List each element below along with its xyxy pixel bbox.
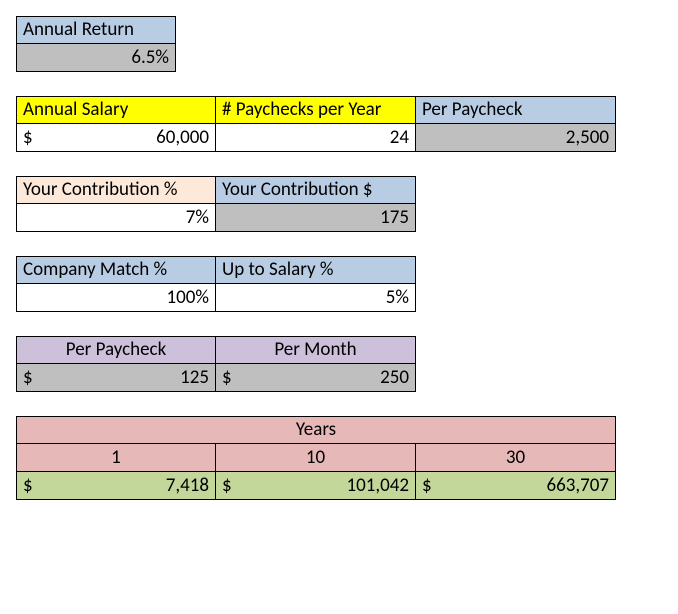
your-contribution-pct-value: 7% [16, 204, 216, 232]
per-month-match-label: Per Month [216, 336, 416, 364]
your-contribution-dollar-label: Your Contribution $ [216, 176, 416, 204]
per-paycheck-value: 2,500 [416, 124, 616, 152]
upto-salary-pct-value: 5% [216, 284, 416, 312]
company-match-block: Company Match % Up to Salary % 100% 5% [16, 256, 662, 312]
per-period-block: Per Paycheck Per Month $ 125 $ 250 [16, 336, 662, 392]
paychecks-per-year-value: 24 [216, 124, 416, 152]
years-value-2: $ 663,707 [416, 472, 616, 500]
annual-salary-number: 60,000 [33, 127, 209, 149]
annual-salary-label: Annual Salary [16, 96, 216, 124]
years-header: Years [16, 416, 616, 444]
annual-return-value: 6.5% [16, 44, 176, 72]
years-col-0: 1 [16, 444, 216, 472]
your-contribution-block: Your Contribution % Your Contribution $ … [16, 176, 662, 232]
years-col-2: 30 [416, 444, 616, 472]
per-month-match-number: 250 [232, 367, 409, 389]
dollar-sign: $ [222, 475, 232, 497]
dollar-sign: $ [23, 367, 33, 389]
dollar-sign: $ [222, 367, 232, 389]
salary-block: Annual Salary # Paychecks per Year Per P… [16, 96, 662, 152]
per-month-match-value: $ 250 [216, 364, 416, 392]
years-number-0: 7,418 [33, 475, 209, 497]
per-paycheck-match-number: 125 [33, 367, 209, 389]
dollar-sign: $ [422, 475, 432, 497]
dollar-sign: $ [23, 475, 33, 497]
years-value-1: $ 101,042 [216, 472, 416, 500]
per-paycheck-label: Per Paycheck [416, 96, 616, 124]
per-paycheck-match-label: Per Paycheck [16, 336, 216, 364]
upto-salary-pct-label: Up to Salary % [216, 256, 416, 284]
annual-return-block: Annual Return 6.5% [16, 16, 662, 72]
years-block: Years 1 10 30 $ 7,418 $ 101,042 $ 663,70… [16, 416, 662, 500]
annual-return-label: Annual Return [16, 16, 176, 44]
your-contribution-pct-label: Your Contribution % [16, 176, 216, 204]
per-paycheck-match-value: $ 125 [16, 364, 216, 392]
years-number-2: 663,707 [432, 475, 609, 497]
company-match-pct-value: 100% [16, 284, 216, 312]
years-number-1: 101,042 [232, 475, 409, 497]
dollar-sign: $ [23, 127, 33, 149]
your-contribution-dollar-value: 175 [216, 204, 416, 232]
paychecks-per-year-label: # Paychecks per Year [216, 96, 416, 124]
years-value-0: $ 7,418 [16, 472, 216, 500]
company-match-pct-label: Company Match % [16, 256, 216, 284]
annual-salary-value: $ 60,000 [16, 124, 216, 152]
years-col-1: 10 [216, 444, 416, 472]
